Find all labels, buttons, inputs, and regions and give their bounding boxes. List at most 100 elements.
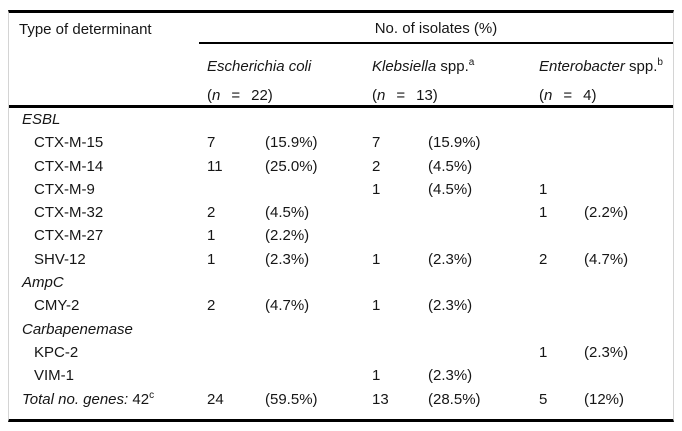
cell-klebsiella-count <box>364 271 428 294</box>
row-label-text: 42 <box>128 390 150 408</box>
table-row-shv-12: SHV-12 1 (2.3%) 1 (2.3%) 2 (4.7%) <box>9 248 673 271</box>
cell-enterobacter-count <box>531 294 584 317</box>
cell-enterobacter-percent <box>584 178 673 201</box>
cell-klebsiella-count: 1 <box>372 367 381 385</box>
cell-enterobacter-count <box>531 155 584 178</box>
cell-klebsiella-percent <box>428 224 531 247</box>
spacer-cell <box>9 44 199 82</box>
sample-size-row: (n = 22) (n = 13) (n = 4) <box>9 82 673 108</box>
cell-enterobacter-percent: (4.7%) <box>584 250 629 268</box>
row-label-text: CTX-M-32 <box>34 204 104 222</box>
cell-klebsiella-percent: (4.5%) <box>428 157 473 175</box>
paren-close: ) <box>591 87 597 104</box>
cell-klebsiella-percent <box>428 201 531 224</box>
cell-enterobacter-count: 5 <box>539 390 548 408</box>
cell-klebsiella-percent: (2.3%) <box>428 367 473 385</box>
species-name-italic: Enterobacter <box>539 58 625 75</box>
cell-ecoli-percent: (4.5%) <box>265 204 310 222</box>
row-label: SHV-12 <box>9 248 199 271</box>
species-name-italic: Escherichia coli <box>207 58 312 75</box>
row-label: CTX-M-32 <box>9 201 199 224</box>
cell-klebsiella-percent: (4.5%) <box>428 180 473 198</box>
cell-ecoli-count <box>199 318 265 341</box>
row-label-italic: Total no. genes: <box>22 390 129 408</box>
table-row-kpc-2: KPC-2 1 (2.3%) <box>9 341 673 364</box>
cell-klebsiella-count <box>364 341 428 364</box>
equals-sign: = <box>231 87 241 104</box>
table-row-ctx-m-14: CTX-M-14 11 (25.0%) 2 (4.5%) <box>9 155 673 178</box>
cell-enterobacter-percent <box>584 294 673 317</box>
cell-klebsiella-percent: (15.9%) <box>428 134 481 152</box>
row-label: KPC-2 <box>9 341 199 364</box>
cell-klebsiella-count <box>364 108 428 131</box>
n-value: 13 <box>416 87 433 104</box>
table-body: ESBL CTX-M-15 7 (15.9%) 7 (15.9%) CTX-M-… <box>9 108 673 419</box>
n-symbol: n <box>212 87 221 104</box>
cell-klebsiella-percent: (2.3%) <box>428 250 473 268</box>
cell-ecoli-count <box>199 364 265 387</box>
row-label: ESBL <box>9 108 199 131</box>
cell-ecoli-percent: (4.7%) <box>265 297 310 315</box>
cell-klebsiella-count: 13 <box>372 390 389 408</box>
cell-klebsiella-count <box>364 318 428 341</box>
cell-ecoli-count: 1 <box>207 250 216 268</box>
table-header-row: Type of determinant No. of isolates (%) <box>9 13 673 44</box>
table-row-carbapenemase: Carbapenemase <box>9 318 673 341</box>
row-label: CTX-M-9 <box>9 178 199 201</box>
cell-enterobacter-count: 2 <box>539 250 548 268</box>
cell-enterobacter-count <box>531 131 584 154</box>
cell-ecoli-percent <box>265 108 364 131</box>
column-header-enterobacter-spp: Enterobacter spp.b <box>531 44 673 82</box>
cell-enterobacter-percent <box>584 131 673 154</box>
cell-ecoli-percent <box>265 318 364 341</box>
cell-enterobacter-percent <box>584 108 673 131</box>
cell-enterobacter-percent <box>584 271 673 294</box>
species-name-roman: spp. <box>624 58 658 75</box>
row-label-text: SHV-12 <box>34 250 86 268</box>
sample-size-escherichia-coli: (n = 22) <box>199 82 364 105</box>
n-symbol: n <box>377 87 386 104</box>
cell-klebsiella-count: 1 <box>372 250 381 268</box>
row-label-text: CTX-M-15 <box>34 134 104 152</box>
cell-klebsiella-count <box>364 224 428 247</box>
cell-enterobacter-count: 1 <box>539 343 548 361</box>
cell-enterobacter-percent <box>584 318 673 341</box>
cell-ecoli-count <box>199 271 265 294</box>
cell-enterobacter-count <box>531 271 584 294</box>
column-header-escherichia-coli: Escherichia coli <box>199 44 364 82</box>
row-label-text: VIM-1 <box>34 367 75 385</box>
cell-ecoli-count: 11 <box>207 157 223 175</box>
cell-enterobacter-percent: (12%) <box>584 390 625 408</box>
cell-ecoli-count <box>199 341 265 364</box>
row-label: CTX-M-15 <box>9 131 199 154</box>
cell-ecoli-count <box>199 178 265 201</box>
n-value: 4 <box>583 87 592 104</box>
cell-klebsiella-percent <box>428 271 531 294</box>
paren-close: ) <box>267 87 273 104</box>
cell-enterobacter-percent <box>584 364 673 387</box>
species-name-roman: spp. <box>436 58 469 75</box>
paren-open: ( <box>207 87 212 104</box>
row-label-superscript: c <box>149 389 155 401</box>
row-label-italic: Carbapenemase <box>22 320 133 338</box>
row-label-italic: AmpC <box>22 274 64 292</box>
equals-sign: = <box>396 87 406 104</box>
row-label-text: CMY-2 <box>34 297 80 315</box>
cell-klebsiella-count: 1 <box>372 297 381 315</box>
cell-enterobacter-percent <box>584 155 673 178</box>
column-header-klebsiella-spp: Klebsiella spp.a <box>364 44 531 82</box>
table-row-ctx-m-27: CTX-M-27 1 (2.2%) <box>9 224 673 247</box>
cell-ecoli-percent: (15.9%) <box>265 134 318 152</box>
cell-ecoli-count: 24 <box>207 390 224 408</box>
cell-klebsiella-count: 7 <box>372 134 381 152</box>
n-value: 22 <box>251 87 268 104</box>
table-row-ctx-m-9: CTX-M-9 1 (4.5%) 1 <box>9 178 673 201</box>
cell-ecoli-count: 2 <box>207 297 216 315</box>
spacer-cell <box>9 82 199 105</box>
cell-klebsiella-count <box>364 201 428 224</box>
table-row-ctx-m-15: CTX-M-15 7 (15.9%) 7 (15.9%) <box>9 131 673 154</box>
n-symbol: n <box>544 87 553 104</box>
cell-enterobacter-percent: (2.2%) <box>584 204 629 222</box>
paren-open: ( <box>372 87 377 104</box>
